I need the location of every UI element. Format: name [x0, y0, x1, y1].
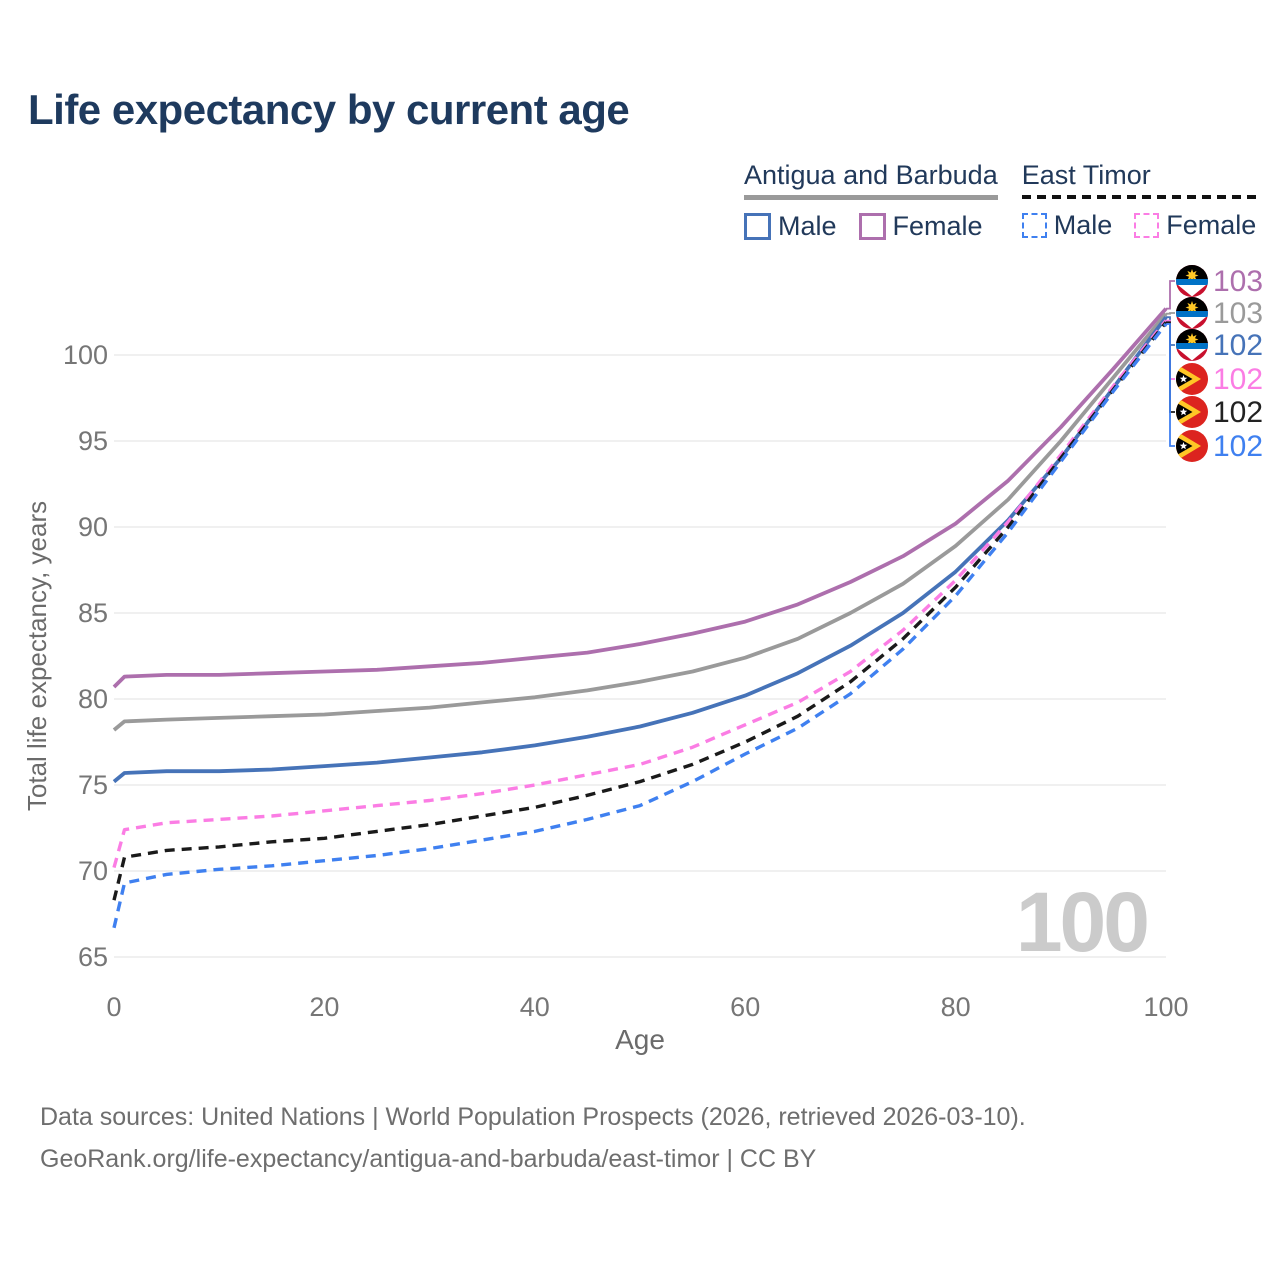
antigua-and-barbuda-flag-icon	[1176, 265, 1208, 297]
series-layer	[112, 307, 1168, 929]
series-line-east-timor-female[interactable]	[112, 319, 1168, 869]
series-line-east-timor-both-sexes[interactable]	[112, 321, 1168, 901]
series-line-east-timor-male[interactable]	[112, 322, 1168, 929]
watermark-layer: 100	[1016, 875, 1150, 969]
grid-layer	[114, 354, 1166, 958]
footer-attribution: GeoRank.org/life-expectancy/antigua-and-…	[40, 1145, 817, 1173]
leader-line-antigua-and-barbuda-female	[1166, 280, 1175, 310]
antigua-and-barbuda-flag-icon	[1176, 329, 1208, 361]
legend-group-title[interactable]: Antigua and Barbuda	[744, 160, 998, 190]
legend-item-female[interactable]: Female	[1134, 210, 1256, 241]
end-value-label-east-timor-both-sexes: 102	[1213, 396, 1263, 429]
x-tick-label-80: 80	[941, 992, 971, 1022]
series-line-antigua-and-barbuda-both-sexes[interactable]	[112, 312, 1168, 732]
legend-item-male[interactable]: Male	[1021, 210, 1113, 241]
x-tick-label-0: 0	[106, 992, 121, 1022]
axis-layer: 65 70 75 80 85 90 95 100 0 20 40 60 80 100 Age Total li…	[22, 340, 1189, 1055]
legend: Antigua and Barbuda Male Female East Timor M…	[744, 160, 1257, 242]
legend-item-female[interactable]: Female	[858, 211, 983, 242]
leader-line-east-timor-male	[1166, 323, 1175, 447]
x-tick-label-20: 20	[309, 992, 339, 1022]
y-tick-label-75: 75	[78, 770, 108, 800]
y-tick-label-100: 100	[63, 340, 108, 370]
end-value-label-east-timor-male: 102	[1213, 430, 1263, 463]
legend-group-title[interactable]: East Timor	[1021, 160, 1151, 190]
series-line-antigua-and-barbuda-female[interactable]	[112, 307, 1168, 689]
legend-item-label: Female	[1166, 210, 1257, 240]
x-tick-label-60: 60	[730, 992, 760, 1022]
legend-swatch-dashed	[1021, 213, 1047, 238]
legend-group-east-timor: East Timor Male Female	[1021, 160, 1257, 242]
legend-underline-solid	[744, 195, 998, 200]
east-timor-flag-icon	[1176, 430, 1208, 462]
page-title: Life expectancy by current age	[28, 86, 630, 133]
y-tick-label-90: 90	[78, 512, 108, 542]
y-tick-label-65: 65	[78, 942, 108, 972]
age-indicator-watermark: 100	[1016, 875, 1147, 969]
legend-item-label: Female	[892, 211, 983, 241]
end-value-label-east-timor-female: 102	[1213, 363, 1263, 396]
leader-line-antigua-and-barbuda-both-sexes	[1166, 312, 1175, 315]
legend-item-label: Male	[1053, 210, 1113, 240]
y-tick-label-85: 85	[78, 598, 108, 628]
y-tick-label-80: 80	[78, 684, 108, 714]
legend-underline-dashed	[1021, 195, 1257, 199]
y-tick-label-70: 70	[78, 856, 108, 886]
legend-group-antigua-and-barbuda: Antigua and Barbuda Male Female	[744, 160, 998, 242]
east-timor-flag-icon	[1176, 396, 1208, 428]
series-line-antigua-and-barbuda-male[interactable]	[112, 316, 1168, 784]
legend-items: Male Female	[744, 211, 998, 242]
end-value-label-antigua-and-barbuda-female: 103	[1213, 265, 1263, 298]
legend-swatch-dashed	[1134, 213, 1160, 238]
legend-item-male[interactable]: Male	[744, 211, 837, 242]
y-tick-label-95: 95	[78, 426, 108, 456]
legend-item-label: Male	[778, 211, 837, 241]
legend-swatch-solid	[744, 213, 771, 240]
y-axis-title: Total life expectancy, years	[22, 501, 52, 811]
antigua-and-barbuda-flag-icon	[1176, 297, 1208, 329]
legend-items: Male Female	[1021, 210, 1256, 241]
east-timor-flag-icon	[1176, 363, 1208, 395]
x-axis-title: Age	[615, 1024, 665, 1055]
end-value-label-antigua-and-barbuda-both-sexes: 103	[1213, 297, 1263, 330]
legend-swatch-solid	[858, 213, 886, 240]
end-value-label-antigua-and-barbuda-male: 102	[1213, 329, 1263, 362]
x-tick-label-100: 100	[1143, 992, 1188, 1022]
x-tick-label-40: 40	[520, 992, 550, 1022]
footer-data-sources: Data sources: United Nations | World Pop…	[40, 1103, 1026, 1131]
